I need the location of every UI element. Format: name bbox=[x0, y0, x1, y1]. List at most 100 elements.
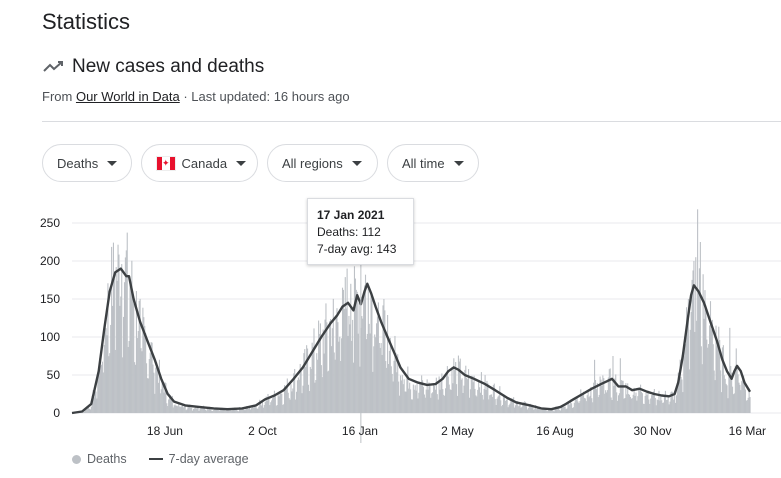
daily-deaths-bar bbox=[727, 398, 729, 413]
daily-deaths-bar bbox=[207, 409, 209, 413]
daily-deaths-bar bbox=[273, 390, 275, 413]
daily-deaths-bar bbox=[362, 318, 364, 413]
daily-deaths-bar bbox=[169, 393, 171, 413]
daily-deaths-bar bbox=[553, 411, 555, 413]
metric-dropdown[interactable]: Deaths bbox=[42, 144, 132, 182]
daily-deaths-bar bbox=[628, 394, 631, 413]
caret-down-icon bbox=[453, 160, 464, 166]
daily-deaths-bar bbox=[589, 395, 591, 413]
daily-deaths-bar bbox=[255, 406, 257, 413]
daily-deaths-bar bbox=[524, 401, 526, 413]
daily-deaths-bar bbox=[89, 409, 91, 413]
daily-deaths-bar bbox=[457, 355, 459, 413]
daily-deaths-bar bbox=[110, 324, 112, 413]
daily-deaths-bar bbox=[244, 410, 246, 413]
daily-deaths-bar bbox=[183, 406, 185, 413]
daily-deaths-bar bbox=[458, 361, 460, 413]
daily-deaths-bar bbox=[691, 279, 693, 413]
daily-deaths-bar bbox=[163, 392, 165, 413]
caret-down-icon bbox=[236, 160, 247, 166]
daily-deaths-bar bbox=[515, 401, 517, 413]
deaths-chart[interactable]: 0 50 100 150 200 250 18 Jun 2 Oct 16 Jan 2 May 16 … bbox=[0, 195, 781, 450]
tooltip-deaths: Deaths: 112 bbox=[317, 225, 381, 239]
daily-deaths-bar bbox=[747, 397, 749, 413]
region-dropdown[interactable]: All regions bbox=[267, 144, 378, 182]
daily-deaths-bar bbox=[412, 384, 414, 413]
daily-deaths-bar bbox=[433, 384, 435, 413]
time-range-dropdown[interactable]: All time bbox=[387, 144, 479, 182]
daily-deaths-bar bbox=[225, 410, 227, 413]
daily-deaths-bar bbox=[195, 408, 197, 413]
daily-deaths-bar bbox=[647, 390, 649, 413]
divider bbox=[42, 121, 781, 122]
daily-deaths-bar bbox=[662, 402, 664, 413]
daily-deaths-bar bbox=[210, 409, 212, 413]
trending-line-icon bbox=[43, 61, 63, 72]
daily-deaths-bar bbox=[252, 407, 254, 413]
daily-deaths-bar bbox=[475, 395, 477, 413]
daily-deaths-bar bbox=[617, 395, 620, 413]
daily-deaths-bar bbox=[440, 381, 442, 413]
daily-deaths-bar bbox=[561, 407, 563, 413]
daily-deaths-bar bbox=[114, 349, 116, 413]
daily-deaths-bar bbox=[709, 325, 711, 413]
daily-deaths-bar bbox=[235, 408, 237, 413]
daily-deaths-bar bbox=[704, 290, 706, 413]
daily-deaths-bar bbox=[530, 406, 532, 413]
daily-deaths-bar bbox=[497, 396, 499, 413]
daily-deaths-bar bbox=[558, 407, 560, 413]
daily-deaths-bar bbox=[293, 373, 295, 413]
chart-tooltip: 17 Jan 2021 Deaths: 112 7-day avg: 143 bbox=[307, 198, 414, 265]
daily-deaths-bar bbox=[373, 346, 375, 413]
daily-deaths-bar bbox=[281, 393, 283, 413]
daily-deaths-bar bbox=[729, 327, 731, 413]
daily-deaths-bar bbox=[247, 406, 249, 413]
daily-deaths-bar bbox=[274, 394, 276, 413]
daily-deaths-bar bbox=[429, 385, 431, 413]
daily-deaths-bar bbox=[611, 400, 613, 413]
daily-deaths-bar bbox=[355, 289, 357, 413]
daily-deaths-bar bbox=[305, 366, 307, 413]
daily-deaths-bar bbox=[359, 366, 361, 413]
daily-deaths-bar bbox=[124, 257, 126, 413]
daily-deaths-bar bbox=[474, 388, 476, 413]
daily-deaths-bar bbox=[101, 361, 103, 413]
daily-deaths-bar bbox=[237, 410, 239, 413]
daily-deaths-bar bbox=[476, 396, 478, 413]
daily-deaths-bar bbox=[288, 398, 290, 413]
daily-deaths-bar bbox=[452, 383, 454, 413]
daily-deaths-bar bbox=[504, 400, 506, 413]
daily-deaths-bar bbox=[142, 307, 144, 413]
country-dropdown[interactable]: ✦ Canada bbox=[141, 144, 258, 182]
source-link[interactable]: Our World in Data bbox=[75, 89, 180, 104]
daily-deaths-bar bbox=[385, 361, 387, 413]
daily-deaths-bar bbox=[266, 400, 268, 413]
daily-deaths-bar bbox=[413, 389, 415, 413]
daily-deaths-bar bbox=[426, 379, 428, 413]
daily-deaths-bar bbox=[462, 392, 464, 413]
daily-deaths-bar bbox=[372, 371, 374, 413]
daily-deaths-bar bbox=[432, 392, 434, 413]
x-tick-label: 30 Nov bbox=[633, 424, 671, 438]
tooltip-avg: 7-day avg: 143 bbox=[317, 242, 397, 256]
daily-deaths-bar bbox=[570, 399, 572, 413]
daily-deaths-bar bbox=[438, 376, 440, 413]
daily-deaths-bar bbox=[170, 396, 172, 413]
daily-deaths-bar bbox=[109, 353, 111, 413]
daily-deaths-bar bbox=[585, 401, 587, 413]
daily-deaths-bar bbox=[159, 393, 161, 413]
daily-deaths-bar bbox=[631, 398, 633, 413]
daily-deaths-bar bbox=[466, 377, 468, 413]
daily-deaths-bar bbox=[335, 314, 337, 413]
daily-deaths-bar bbox=[495, 404, 497, 413]
chart-heading: New cases and deaths bbox=[42, 56, 264, 78]
daily-deaths-bar bbox=[472, 382, 474, 413]
daily-deaths-bar bbox=[415, 390, 417, 413]
daily-deaths-bar bbox=[517, 406, 519, 413]
daily-deaths-bar bbox=[340, 361, 342, 413]
daily-deaths-bar bbox=[725, 383, 727, 413]
daily-deaths-bar bbox=[565, 409, 567, 413]
daily-deaths-bar bbox=[213, 409, 215, 413]
daily-deaths-bar bbox=[331, 328, 333, 413]
daily-deaths-bar bbox=[221, 407, 223, 413]
